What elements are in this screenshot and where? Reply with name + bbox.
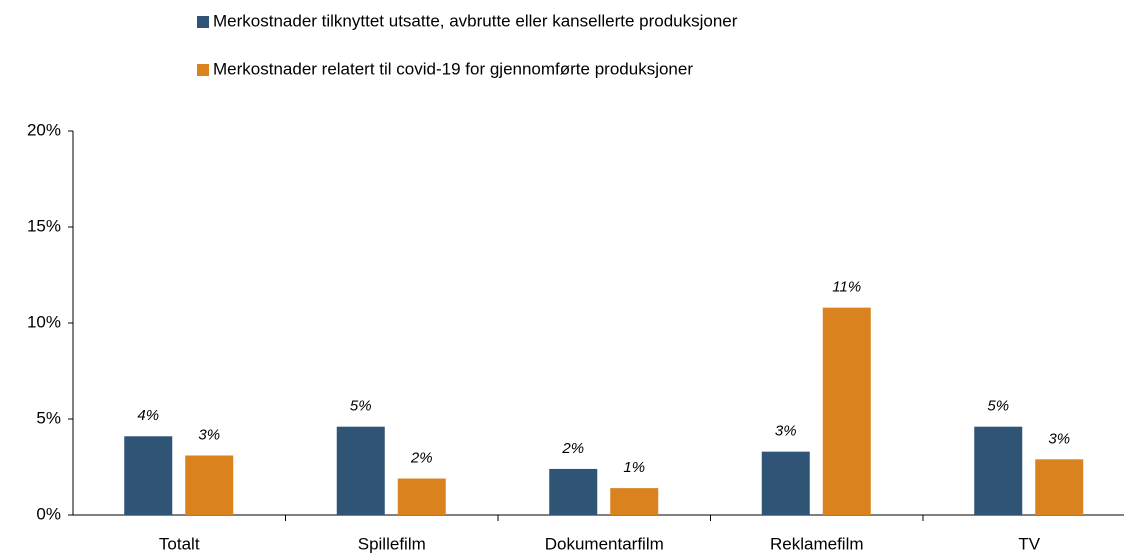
bar [336,426,385,515]
value-label: 11% [832,279,861,296]
bar [185,455,234,515]
value-label: 4% [137,407,159,424]
y-tick-label: 5% [36,408,61,427]
bar [610,488,659,515]
y-tick-label: 0% [36,504,61,523]
bar [822,307,871,515]
bar [1035,459,1084,515]
value-label: 5% [350,398,372,415]
x-tick-label: Reklamefilm [770,534,864,553]
value-label: 3% [198,426,220,443]
bar [974,426,1023,515]
value-label: 2% [561,440,584,457]
y-tick-label: 15% [27,216,61,235]
legend-swatch [197,16,209,28]
value-label: 3% [1048,430,1070,447]
y-tick-label: 20% [27,120,61,139]
legend-swatch [197,64,209,76]
bar [397,478,446,515]
value-label: 1% [623,459,645,476]
bar [124,436,173,515]
bar [761,451,810,515]
x-tick-label: TV [1018,534,1040,553]
y-tick-label: 10% [27,312,61,331]
value-label: 2% [410,449,433,466]
x-tick-label: Spillefilm [358,534,426,553]
x-tick-label: Totalt [159,534,200,553]
legend-label: Merkostnader relatert til covid-19 for g… [213,59,693,78]
bar [549,468,598,515]
x-tick-label: Dokumentarfilm [545,534,664,553]
legend-label: Merkostnader tilknyttet utsatte, avbrutt… [213,11,738,30]
value-label: 3% [775,423,797,440]
value-label: 5% [987,398,1009,415]
